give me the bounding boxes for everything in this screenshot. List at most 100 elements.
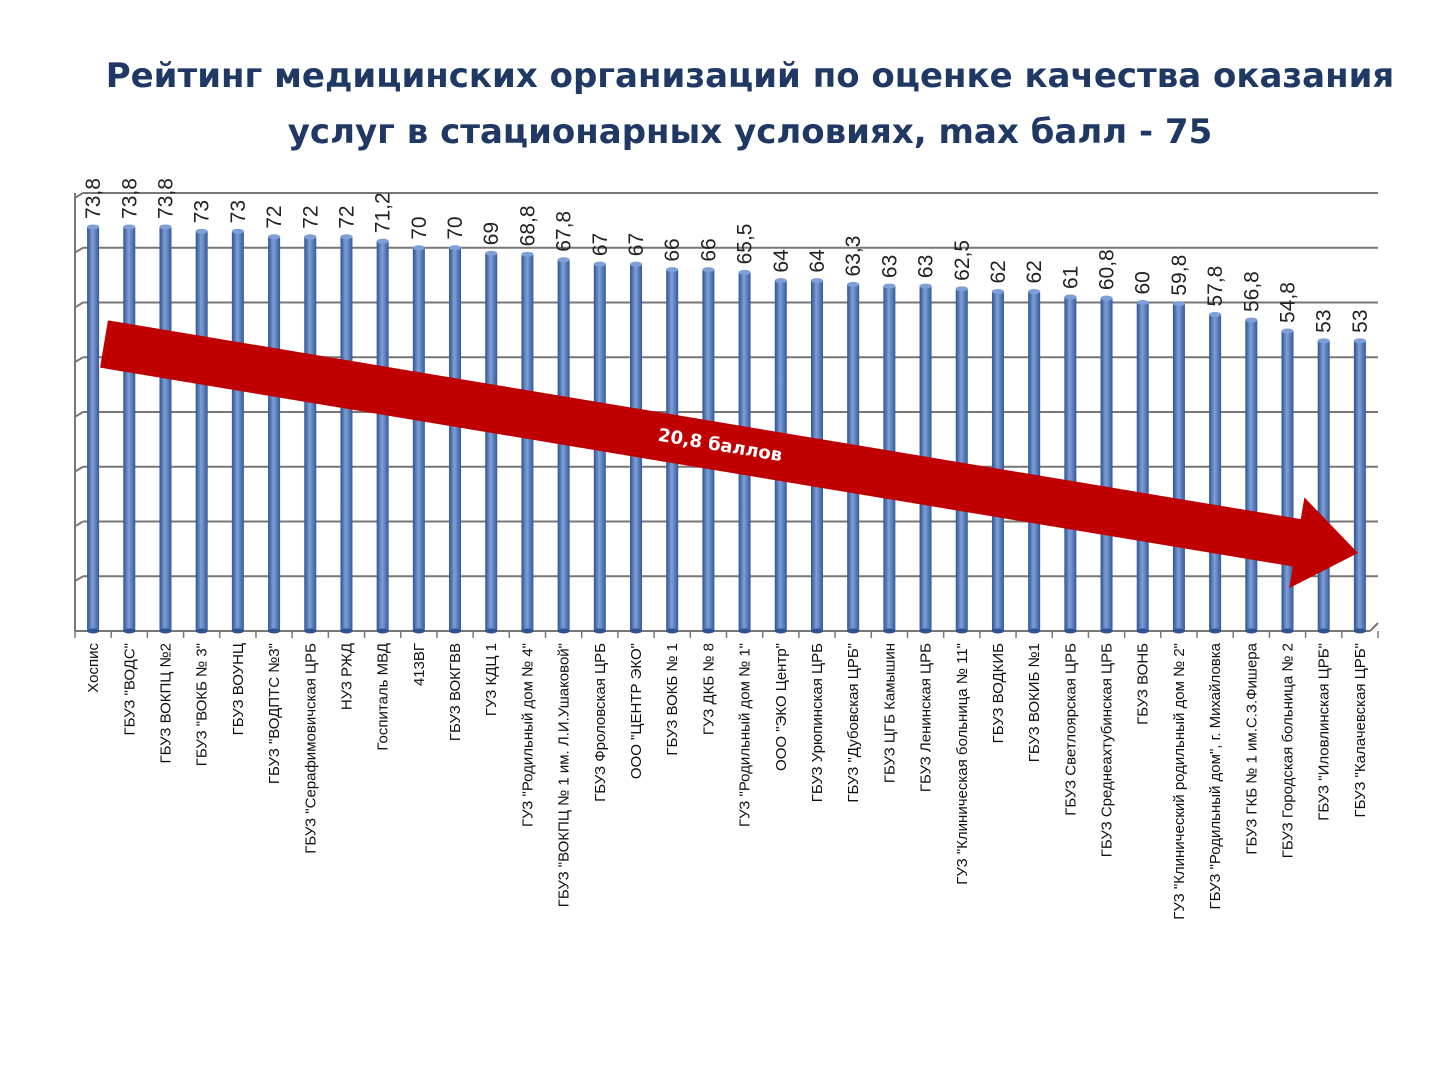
category-label: ООО "ЦЕНТР ЭКО": [628, 643, 645, 779]
value-labels: 73,8 73,8 73,8 73 73 72 72 72 71,2 70 70 69 68,8 67,8…: [82, 178, 1372, 333]
bar-body: [87, 226, 100, 631]
category-label: ГБУЗ "ВОДПТС №3": [266, 643, 283, 784]
category-label: ГУЗ ДКБ № 8: [700, 643, 717, 735]
bar-top: [955, 286, 968, 292]
bar-body: [557, 259, 570, 631]
category-label: Госпиталь МВД: [375, 643, 392, 751]
bar-body: [1172, 303, 1185, 631]
bar: [1353, 338, 1366, 634]
bar-top: [883, 283, 896, 289]
bar: [955, 286, 968, 634]
bar-base: [919, 628, 932, 634]
value-label: 67: [589, 233, 612, 256]
bar: [485, 250, 498, 634]
bar-body: [1100, 298, 1113, 631]
value-label: 73,8: [82, 178, 105, 219]
category-label: ООО "ЭКО Центр": [773, 643, 790, 771]
bar-top: [123, 224, 136, 230]
category-label: ГБУЗ "Калачевская ЦРБ": [1352, 643, 1369, 817]
value-label: 66: [661, 238, 684, 261]
bar-top: [1028, 289, 1041, 295]
value-label: 67: [625, 233, 648, 256]
category-label: ГБУЗ ГКБ № 1 им.С.З.Фишера: [1243, 642, 1260, 854]
category-label: ГБУЗ ВОНБ: [1135, 643, 1152, 725]
value-label: 57,8: [1204, 266, 1227, 307]
bar-base: [1028, 628, 1041, 634]
bar: [1172, 301, 1185, 634]
gridline-tick: [74, 246, 84, 254]
bar-top: [159, 224, 172, 230]
value-label: 70: [444, 216, 467, 239]
bar-top: [593, 261, 606, 267]
bar-base: [376, 628, 389, 634]
bar-body: [991, 291, 1004, 631]
value-label: 73,8: [154, 178, 177, 219]
bar-base: [195, 628, 208, 634]
bar-base: [1245, 628, 1258, 634]
bar-top: [810, 278, 823, 284]
value-label: 71,2: [372, 192, 395, 233]
bar: [1028, 289, 1041, 634]
bar-base: [340, 628, 353, 634]
bar-base: [123, 628, 136, 634]
bar-base: [1281, 628, 1294, 634]
bar-body: [1317, 340, 1330, 631]
bar-base: [304, 628, 317, 634]
bar: [1100, 295, 1113, 634]
category-label: Хоспис: [85, 643, 102, 693]
value-label: 63,3: [842, 236, 865, 277]
bar: [557, 257, 570, 634]
bar-base: [1353, 628, 1366, 634]
category-label: ГБУЗ ВОУНЦ: [230, 643, 247, 735]
category-label: ГБУЗ ЦГБ Камышин: [881, 643, 898, 783]
bar-top: [412, 245, 425, 251]
bar-base: [1136, 628, 1149, 634]
bar-top: [231, 228, 244, 234]
axes: [74, 193, 1379, 638]
value-label: 56,8: [1240, 271, 1263, 312]
bar-top: [702, 267, 715, 273]
bar: [1317, 338, 1330, 634]
bar: [159, 224, 172, 634]
category-label: ГБУЗ ВОКБ № 1: [664, 643, 681, 756]
bar: [449, 245, 462, 634]
bar-body: [1064, 297, 1077, 631]
bar-top: [1209, 312, 1222, 318]
bar-top: [449, 245, 462, 251]
bar-base: [412, 628, 425, 634]
value-label: 65,5: [734, 224, 757, 265]
gridline-tick: [74, 520, 84, 528]
bar-base: [87, 628, 100, 634]
bar-body: [485, 253, 498, 631]
value-label: 53: [1313, 309, 1336, 332]
bar-body: [376, 241, 389, 631]
gridline-tick: [74, 301, 84, 309]
bar-base: [593, 628, 606, 634]
bar-base: [702, 628, 715, 634]
category-label: ГБУЗ "ВОДС": [121, 643, 138, 736]
value-label: 63: [915, 255, 938, 278]
bar-base: [268, 628, 281, 634]
bar-top: [630, 261, 643, 267]
bar: [123, 224, 136, 634]
bar-top: [1281, 328, 1294, 334]
x-axis-end: [1369, 622, 1379, 632]
bar-top: [991, 289, 1004, 295]
category-label: ГБУЗ "Серафимовичская ЦРБ: [302, 643, 319, 854]
bar-base: [159, 628, 172, 634]
category-label: ГУЗ КДЦ 1: [483, 643, 500, 716]
gridline-tick: [74, 411, 84, 418]
bar-top: [87, 224, 100, 230]
bar-body: [412, 247, 425, 631]
bar-top: [919, 283, 932, 289]
bar-top: [1172, 301, 1185, 307]
category-label: 413ВГ: [411, 643, 428, 686]
category-label: ГБУЗ "Родильный дом", г. Михайловка: [1207, 642, 1224, 909]
bar: [521, 251, 534, 634]
bar: [1245, 317, 1258, 634]
bar-body: [1209, 314, 1222, 631]
value-label: 64: [770, 249, 793, 273]
bar-body: [449, 247, 462, 631]
bar-top: [1136, 300, 1149, 305]
category-label: ГБУЗ ВОКГВВ: [447, 643, 464, 741]
